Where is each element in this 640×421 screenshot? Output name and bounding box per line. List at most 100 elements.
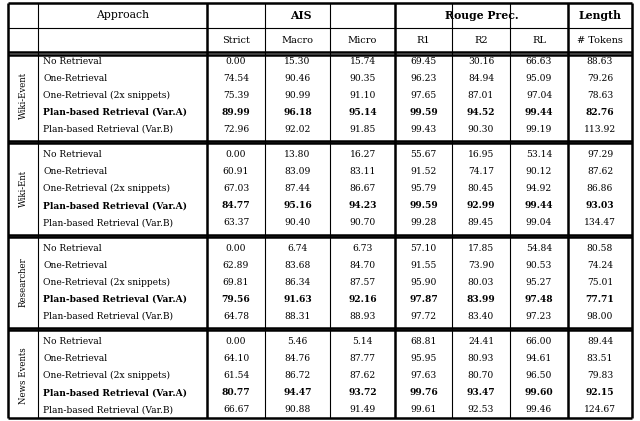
Text: 90.99: 90.99: [284, 91, 310, 100]
Text: 91.52: 91.52: [410, 168, 436, 176]
Text: 69.45: 69.45: [410, 57, 436, 66]
Text: 97.23: 97.23: [526, 312, 552, 320]
Text: 64.78: 64.78: [223, 312, 249, 320]
Text: 87.01: 87.01: [468, 91, 494, 100]
Text: 88.63: 88.63: [587, 57, 613, 66]
Text: 96.18: 96.18: [283, 108, 312, 117]
Text: 80.77: 80.77: [221, 388, 250, 397]
Text: 96.23: 96.23: [410, 74, 436, 83]
Text: 83.09: 83.09: [284, 168, 310, 176]
Text: 99.43: 99.43: [410, 125, 436, 133]
Text: 17.85: 17.85: [468, 244, 494, 253]
Text: 97.65: 97.65: [410, 91, 436, 100]
Text: 79.26: 79.26: [587, 74, 613, 83]
Text: 87.62: 87.62: [587, 168, 613, 176]
Text: RL: RL: [532, 36, 546, 45]
Text: 77.71: 77.71: [586, 295, 614, 304]
Text: 95.27: 95.27: [526, 278, 552, 287]
Text: 99.44: 99.44: [525, 201, 553, 210]
Text: 66.63: 66.63: [526, 57, 552, 66]
Text: Micro: Micro: [348, 36, 377, 45]
Text: 94.23: 94.23: [348, 201, 377, 210]
Text: 64.10: 64.10: [223, 354, 249, 363]
Text: One-Retrieval: One-Retrieval: [43, 354, 107, 363]
Text: Wiki-Event: Wiki-Event: [19, 72, 28, 119]
Text: 94.52: 94.52: [467, 108, 495, 117]
Text: Length: Length: [579, 10, 621, 21]
Text: 90.35: 90.35: [349, 74, 376, 83]
Text: 88.93: 88.93: [349, 312, 376, 320]
Text: Researcher: Researcher: [19, 257, 28, 307]
Text: 97.29: 97.29: [587, 150, 613, 160]
Text: 97.87: 97.87: [409, 295, 438, 304]
Text: 90.53: 90.53: [526, 261, 552, 270]
Text: 87.44: 87.44: [285, 184, 310, 193]
Text: 79.83: 79.83: [587, 371, 613, 380]
Text: 93.47: 93.47: [467, 388, 495, 397]
Text: 73.90: 73.90: [468, 261, 494, 270]
Text: 84.77: 84.77: [221, 201, 250, 210]
Text: 0.00: 0.00: [226, 244, 246, 253]
Text: 91.55: 91.55: [410, 261, 436, 270]
Text: 5.14: 5.14: [352, 338, 372, 346]
Text: 90.40: 90.40: [284, 218, 310, 227]
Text: 74.17: 74.17: [468, 168, 494, 176]
Text: 97.04: 97.04: [526, 91, 552, 100]
Text: 134.47: 134.47: [584, 218, 616, 227]
Text: Plan-based Retrieval (Var.A): Plan-based Retrieval (Var.A): [43, 388, 187, 397]
Text: R2: R2: [474, 36, 488, 45]
Text: 6.74: 6.74: [287, 244, 308, 253]
Text: 99.28: 99.28: [410, 218, 436, 227]
Text: 74.54: 74.54: [223, 74, 249, 83]
Text: 95.14: 95.14: [348, 108, 377, 117]
Text: 94.61: 94.61: [526, 354, 552, 363]
Text: 80.03: 80.03: [468, 278, 494, 287]
Text: 91.49: 91.49: [349, 405, 376, 414]
Text: One-Retrieval (2x snippets): One-Retrieval (2x snippets): [43, 91, 170, 100]
Text: One-Retrieval (2x snippets): One-Retrieval (2x snippets): [43, 278, 170, 287]
Text: No Retrieval: No Retrieval: [43, 150, 102, 160]
Text: 66.67: 66.67: [223, 405, 249, 414]
Text: 91.85: 91.85: [349, 125, 376, 133]
Text: Approach: Approach: [96, 11, 149, 21]
Text: 75.39: 75.39: [223, 91, 249, 100]
Text: 30.16: 30.16: [468, 57, 494, 66]
Text: 86.86: 86.86: [587, 184, 613, 193]
Text: Rouge Prec.: Rouge Prec.: [445, 10, 518, 21]
Text: 62.89: 62.89: [223, 261, 249, 270]
Text: 93.03: 93.03: [586, 201, 614, 210]
Text: 94.47: 94.47: [284, 388, 312, 397]
Text: 75.01: 75.01: [587, 278, 613, 287]
Text: 57.10: 57.10: [410, 244, 436, 253]
Text: Plan-based Retrieval (Var.B): Plan-based Retrieval (Var.B): [43, 405, 173, 414]
Text: 99.60: 99.60: [525, 388, 554, 397]
Text: 99.44: 99.44: [525, 108, 553, 117]
Text: Strict: Strict: [222, 36, 250, 45]
Text: 90.46: 90.46: [284, 74, 310, 83]
Text: 66.00: 66.00: [526, 338, 552, 346]
Text: 99.61: 99.61: [410, 405, 436, 414]
Text: 54.84: 54.84: [526, 244, 552, 253]
Text: 95.79: 95.79: [410, 184, 436, 193]
Text: No Retrieval: No Retrieval: [43, 244, 102, 253]
Text: 83.11: 83.11: [349, 168, 376, 176]
Text: 94.92: 94.92: [526, 184, 552, 193]
Text: 16.95: 16.95: [468, 150, 494, 160]
Text: 53.14: 53.14: [526, 150, 552, 160]
Text: 5.46: 5.46: [287, 338, 308, 346]
Text: 61.54: 61.54: [223, 371, 249, 380]
Text: 99.46: 99.46: [526, 405, 552, 414]
Text: One-Retrieval (2x snippets): One-Retrieval (2x snippets): [43, 371, 170, 380]
Text: One-Retrieval: One-Retrieval: [43, 74, 107, 83]
Text: News Events: News Events: [19, 347, 28, 404]
Text: 80.58: 80.58: [587, 244, 613, 253]
Text: 87.77: 87.77: [349, 354, 376, 363]
Text: 0.00: 0.00: [226, 150, 246, 160]
Text: 91.10: 91.10: [349, 91, 376, 100]
Text: 95.16: 95.16: [283, 201, 312, 210]
Text: 88.31: 88.31: [284, 312, 310, 320]
Text: 83.51: 83.51: [587, 354, 613, 363]
Text: 84.94: 84.94: [468, 74, 494, 83]
Text: 72.96: 72.96: [223, 125, 249, 133]
Text: One-Retrieval: One-Retrieval: [43, 168, 107, 176]
